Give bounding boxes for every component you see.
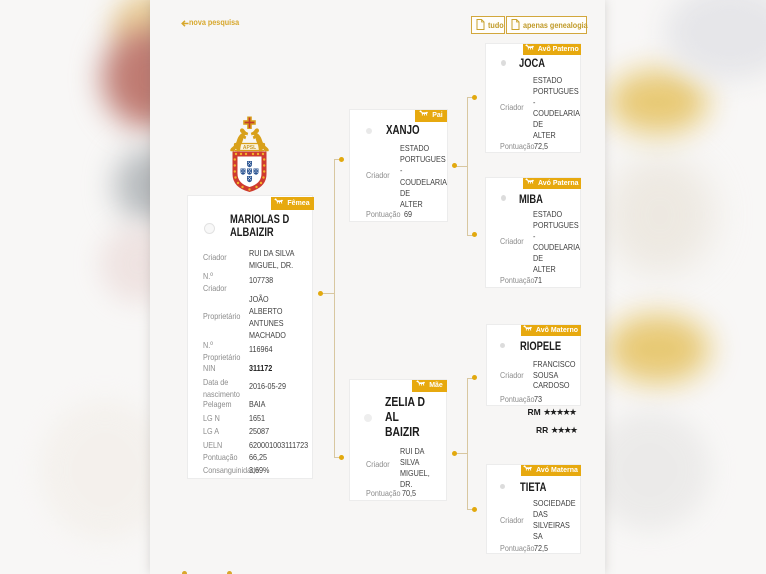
svg-text:APSL: APSL — [243, 145, 256, 151]
